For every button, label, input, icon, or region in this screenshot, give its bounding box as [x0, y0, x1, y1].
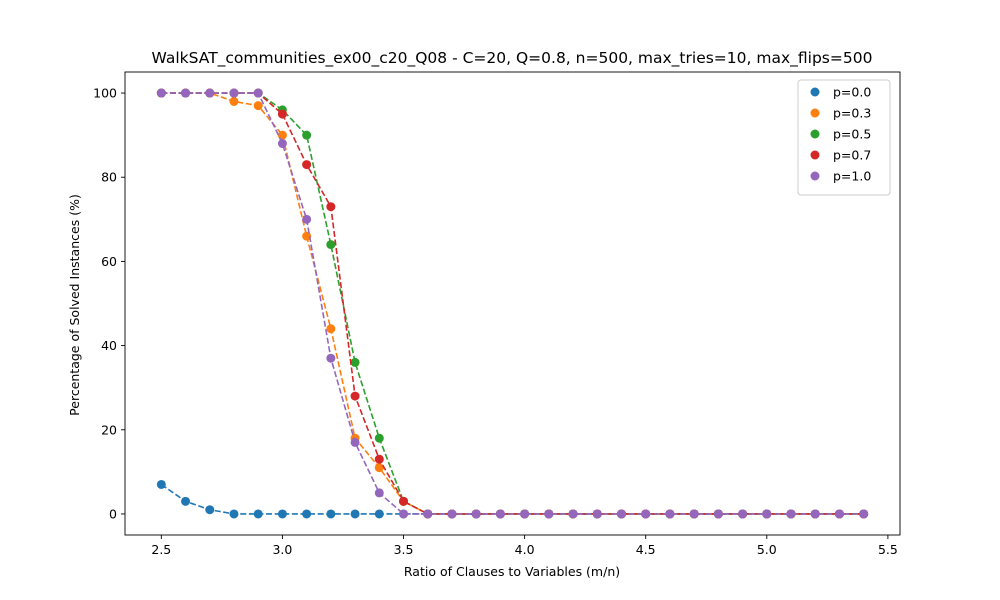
data-point: [302, 231, 312, 241]
data-point: [302, 214, 312, 224]
data-point: [277, 109, 287, 119]
data-point: [834, 509, 844, 519]
data-point: [302, 130, 312, 140]
x-tick-label: 4.5: [636, 542, 656, 557]
data-point: [326, 509, 336, 519]
data-point: [156, 88, 166, 98]
data-point: [786, 509, 796, 519]
legend-marker: [810, 108, 820, 118]
series-line-4: [161, 92, 864, 515]
x-tick-label: 5.5: [878, 542, 898, 557]
y-tick-label: 20: [101, 422, 117, 437]
legend-marker: [810, 129, 820, 139]
data-point: [229, 96, 239, 106]
data-point: [350, 391, 360, 401]
data-point: [326, 240, 336, 250]
legend: p=0.0 p=0.3 p=0.5 p=0.7 p=1.0: [797, 79, 891, 196]
data-point: [374, 463, 384, 473]
data-point: [471, 509, 481, 519]
x-axis: 2.5 3.0 3.5 4.0 4.5 5.0 5.5: [151, 535, 898, 557]
data-point: [253, 101, 263, 111]
data-point: [738, 509, 748, 519]
data-point: [616, 509, 626, 519]
data-point: [544, 509, 554, 519]
plot-area: [124, 71, 901, 536]
legend-label: p=0.0: [833, 85, 871, 100]
y-axis: 0 20 40 60 80 100: [93, 86, 125, 521]
data-point: [399, 496, 409, 506]
plot-frame: [124, 71, 901, 536]
data-point: [326, 353, 336, 363]
x-tick-label: 2.5: [151, 542, 171, 557]
series-line-0: [160, 483, 864, 515]
data-point: [374, 488, 384, 498]
chart-title: WalkSAT_communities_ex00_c20_Q08 - C=20,…: [152, 49, 873, 68]
legend-label: p=0.3: [833, 106, 871, 121]
legend-marker: [810, 171, 820, 181]
x-axis-label: Ratio of Clauses to Variables (m/n): [404, 564, 620, 579]
data-point: [374, 454, 384, 464]
y-tick-label: 60: [101, 254, 117, 269]
data-point: [277, 139, 287, 149]
data-point: [762, 509, 772, 519]
series-line-2: [161, 92, 864, 515]
data-point: [592, 509, 602, 519]
data-point: [229, 88, 239, 98]
y-tick-label: 0: [109, 506, 117, 521]
data-point: [641, 509, 651, 519]
data-point: [326, 324, 336, 334]
data-point: [810, 509, 820, 519]
data-point: [399, 509, 409, 519]
series-line-1: [161, 92, 864, 515]
y-tick-label: 40: [101, 338, 117, 353]
data-point: [350, 437, 360, 447]
legend-label: p=0.5: [833, 127, 871, 142]
data-point: [689, 509, 699, 519]
data-point: [374, 509, 384, 519]
data-point: [181, 496, 191, 506]
data-point: [181, 88, 191, 98]
data-point: [302, 509, 312, 519]
data-point: [253, 509, 263, 519]
data-point: [205, 88, 215, 98]
data-point: [665, 509, 675, 519]
data-point: [447, 509, 457, 519]
y-tick-label: 80: [101, 170, 117, 185]
data-point: [350, 509, 360, 519]
legend-marker: [810, 87, 820, 97]
data-point: [229, 509, 239, 519]
data-point: [253, 88, 263, 98]
y-axis-label: Percentage of Solved Instances (%): [67, 194, 82, 416]
data-point: [520, 509, 530, 519]
legend-box: [797, 79, 891, 196]
data-point: [423, 509, 433, 519]
series-line-3: [161, 92, 864, 515]
data-point: [277, 509, 287, 519]
data-point: [713, 509, 723, 519]
data-point: [205, 505, 215, 515]
data-point: [326, 202, 336, 212]
x-tick-label: 3.0: [272, 542, 292, 557]
legend-label: p=0.7: [833, 148, 871, 163]
data-point: [302, 160, 312, 170]
data-point: [495, 509, 505, 519]
data-point: [568, 509, 578, 519]
data-point: [350, 357, 360, 367]
y-tick-label: 100: [93, 86, 117, 101]
x-tick-label: 5.0: [757, 542, 777, 557]
data-point: [374, 433, 384, 443]
x-tick-label: 4.0: [515, 542, 535, 557]
data-point: [156, 479, 166, 489]
data-point: [859, 509, 869, 519]
legend-marker: [810, 150, 820, 160]
x-tick-label: 3.5: [394, 542, 414, 557]
legend-label: p=1.0: [833, 169, 871, 184]
